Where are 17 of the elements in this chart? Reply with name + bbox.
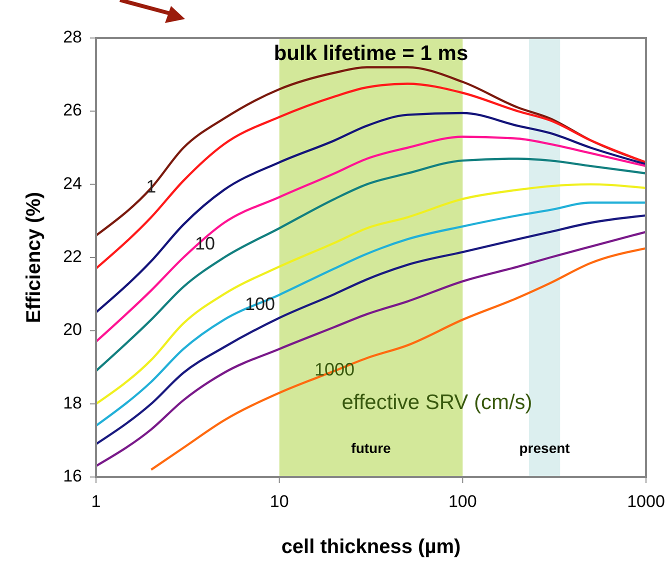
x-tick-label: 100 — [448, 492, 477, 511]
x-axis-title: cell thickness (µm) — [281, 536, 461, 558]
y-tick-label: 20 — [63, 320, 82, 340]
y-tick-label: 24 — [63, 174, 82, 193]
x-tick-label: 1 — [91, 492, 101, 511]
chart-title: bulk lifetime = 1 ms — [274, 42, 468, 65]
x-tick-label: 10 — [270, 492, 289, 511]
y-axis-title: Efficiency (%) — [23, 192, 45, 324]
band-label: present — [519, 440, 570, 456]
band-label: future — [351, 440, 392, 456]
annotation: 10 — [194, 233, 215, 254]
x-tick-label: 1000 — [627, 492, 665, 511]
y-tick-label: 16 — [63, 466, 82, 486]
y-tick-label: 26 — [63, 100, 82, 120]
y-tick-label: 18 — [63, 393, 82, 412]
y-tick-label: 28 — [63, 27, 82, 46]
y-tick-label: 22 — [63, 246, 82, 266]
